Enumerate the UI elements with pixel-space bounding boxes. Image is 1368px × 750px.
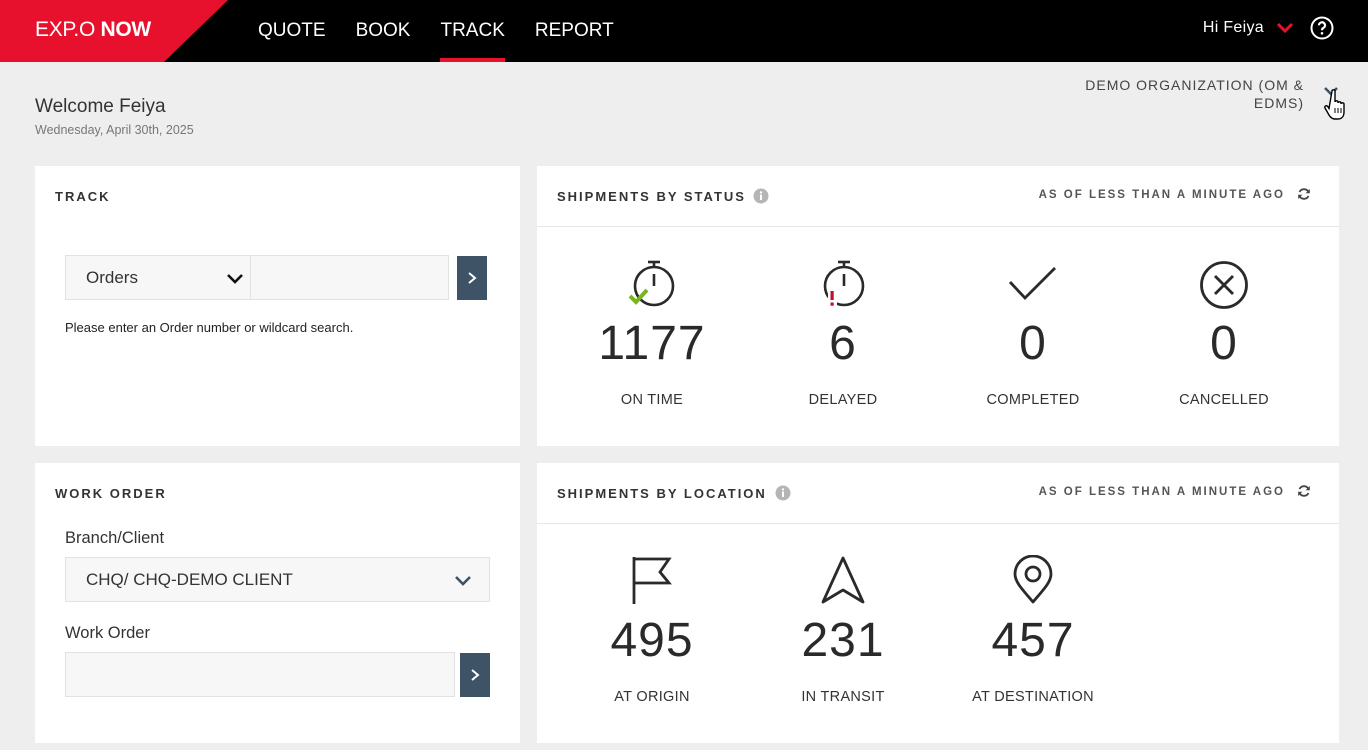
logo-text[interactable]: EXP.O NOW [35,18,151,42]
track-hint: Please enter an Order number or wildcard… [65,320,354,335]
logo-suffix: NOW [100,18,152,41]
navigation-arrow-icon [821,556,865,604]
in-transit-label: IN TRANSIT [801,689,885,705]
delayed-label: DELAYED [808,392,878,408]
status-as-of: AS OF LESS THAN A MINUTE AGO [1038,189,1285,201]
checkmark-icon [1008,267,1056,301]
track-title: TRACK [55,189,111,204]
info-icon[interactable] [775,485,791,501]
top-navigation-bar: EXP.O NOW QUOTE BOOK TRACK REPORT Hi Fei… [0,0,1368,62]
work-order-title: WORK ORDER [55,486,167,501]
main-nav: QUOTE BOOK TRACK REPORT [243,0,629,62]
card-header [537,166,1339,227]
stopwatch-check-icon [628,260,675,307]
location-as-of: AS OF LESS THAN A MINUTE AGO [1038,486,1285,498]
work-order-label: Work Order [65,624,150,642]
help-icon[interactable] [1310,16,1334,40]
organization-selector[interactable]: DEMO ORGANIZATION (OM & EDMS) [1085,77,1304,111]
work-order-submit-button[interactable] [460,653,490,697]
stat-at-origin[interactable]: 495 AT ORIGIN [557,463,747,743]
completed-label: COMPLETED [986,392,1080,408]
track-search-input[interactable] [250,255,449,300]
user-greeting[interactable]: Hi Feiya [1202,19,1264,36]
logo-prefix: EXP.O [35,18,95,41]
track-type-select[interactable]: Orders [65,255,251,300]
chevron-down-icon [455,576,471,586]
chevron-down-icon [227,274,243,284]
chevron-down-icon[interactable] [1276,22,1294,34]
status-title: SHIPMENTS BY STATUS [557,189,746,204]
branch-client-select[interactable]: CHQ/ CHQ-DEMO CLIENT [65,557,490,602]
refresh-icon[interactable] [1297,187,1311,201]
in-transit-count: 231 [801,614,885,667]
delayed-count: 6 [829,317,857,370]
shipments-by-status-card: SHIPMENTS BY STATUS AS OF LESS THAN A MI… [537,166,1339,446]
stat-delayed[interactable]: 6 DELAYED [748,166,938,446]
cancelled-count: 0 [1210,317,1238,370]
stat-cancelled[interactable]: 0 CANCELLED [1129,166,1319,446]
track-card: TRACK Orders Please enter an Order numbe… [35,166,520,446]
work-order-card: WORK ORDER Branch/Client CHQ/ CHQ-DEMO C… [35,463,520,743]
refresh-icon[interactable] [1297,484,1311,498]
circle-x-icon [1200,261,1248,309]
shipments-by-location-card: SHIPMENTS BY LOCATION AS OF LESS THAN A … [537,463,1339,743]
chevron-right-icon [468,272,477,284]
at-origin-count: 495 [610,614,694,667]
stat-completed[interactable]: 0 COMPLETED [938,166,1128,446]
stat-on-time[interactable]: 1177 ON TIME [557,166,747,446]
current-date: Wednesday, April 30th, 2025 [35,123,194,137]
at-origin-label: AT ORIGIN [614,689,690,705]
card-header [537,463,1339,524]
flag-icon [632,557,672,604]
cancelled-label: CANCELLED [1179,392,1269,408]
welcome-heading: Welcome Feiya [35,96,166,117]
nav-track[interactable]: TRACK [425,0,519,62]
track-submit-button[interactable] [457,256,487,300]
stat-in-transit[interactable]: 231 IN TRANSIT [748,463,938,743]
branch-client-label: Branch/Client [65,529,165,547]
completed-count: 0 [1019,317,1047,370]
stat-at-destination[interactable]: 457 AT DESTINATION [938,463,1128,743]
track-type-value: Orders [86,268,138,287]
nav-quote[interactable]: QUOTE [258,20,326,41]
chevron-right-icon [471,669,480,681]
user-menu[interactable]: Hi Feiya [1203,16,1334,40]
hand-cursor-icon [1324,89,1345,120]
work-order-input[interactable] [65,652,455,697]
stopwatch-alert-icon [823,260,865,308]
at-destination-count: 457 [991,614,1075,667]
nav-book[interactable]: BOOK [355,20,411,41]
map-pin-icon [1013,555,1053,604]
location-title: SHIPMENTS BY LOCATION [557,486,767,501]
at-destination-label: AT DESTINATION [972,689,1094,705]
info-icon[interactable] [753,188,769,204]
nav-report[interactable]: REPORT [534,20,614,41]
on-time-count: 1177 [598,317,706,370]
branch-client-value: CHQ/ CHQ-DEMO CLIENT [86,570,293,589]
on-time-label: ON TIME [620,392,684,408]
